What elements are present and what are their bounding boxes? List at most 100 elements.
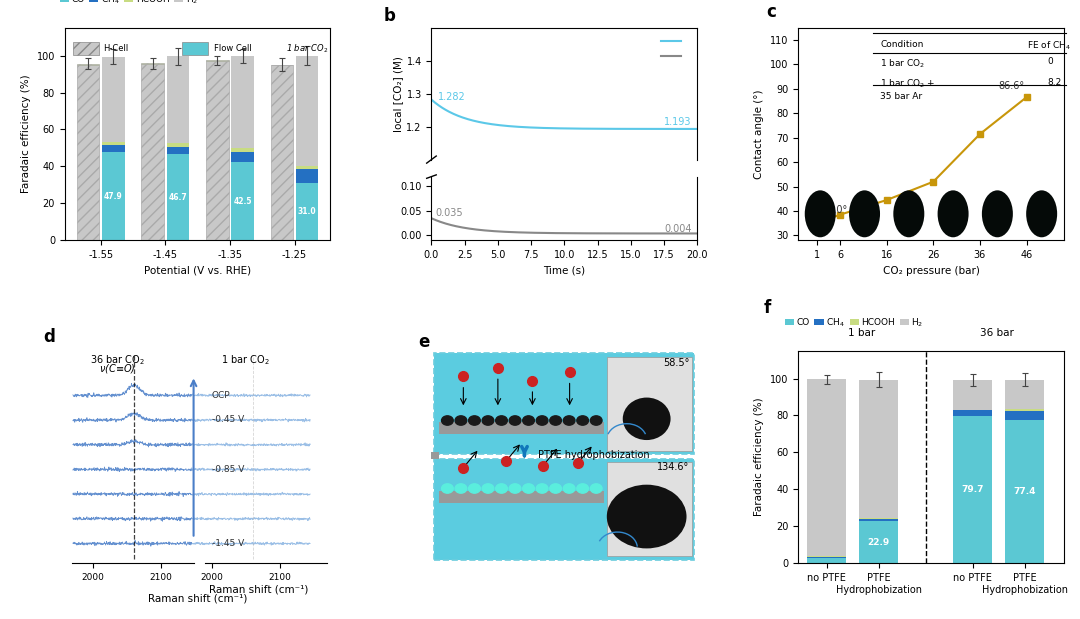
- Text: e: e: [418, 332, 430, 350]
- Circle shape: [469, 484, 481, 493]
- Circle shape: [550, 484, 562, 493]
- Bar: [231, 56, 254, 149]
- Text: 0.035: 0.035: [435, 209, 463, 219]
- Y-axis label: Faradaic efficiency (%): Faradaic efficiency (%): [755, 398, 765, 516]
- Text: 1 bar CO$_2$: 1 bar CO$_2$: [221, 353, 270, 367]
- Bar: [807, 556, 847, 557]
- Circle shape: [537, 416, 548, 425]
- Text: 31.0: 31.0: [298, 207, 316, 216]
- Text: 46.7: 46.7: [168, 193, 187, 202]
- Text: 36 bar CO$_2$: 36 bar CO$_2$: [90, 353, 145, 367]
- Bar: [206, 60, 229, 61]
- Bar: [607, 357, 692, 451]
- Circle shape: [482, 416, 494, 425]
- Circle shape: [469, 416, 481, 425]
- Circle shape: [537, 484, 548, 493]
- Text: 0.004: 0.004: [664, 223, 691, 233]
- Text: Raman shift (cm⁻¹): Raman shift (cm⁻¹): [210, 584, 309, 594]
- Circle shape: [523, 484, 535, 493]
- Bar: [166, 147, 189, 154]
- Circle shape: [455, 416, 467, 425]
- Bar: [271, 66, 294, 240]
- Bar: [807, 557, 847, 558]
- Circle shape: [523, 416, 535, 425]
- Bar: [860, 519, 899, 521]
- Bar: [440, 422, 604, 434]
- Bar: [141, 63, 164, 64]
- Y-axis label: local [CO₂] (M): local [CO₂] (M): [393, 56, 404, 132]
- Bar: [77, 65, 99, 240]
- Circle shape: [564, 484, 575, 493]
- Bar: [807, 558, 847, 563]
- Bar: [166, 144, 189, 147]
- X-axis label: Time (s): Time (s): [543, 266, 585, 275]
- Text: Flow Cell: Flow Cell: [214, 44, 252, 53]
- Bar: [1005, 409, 1044, 411]
- Bar: [231, 152, 254, 162]
- Text: Condition: Condition: [880, 40, 923, 48]
- Bar: [166, 154, 189, 240]
- X-axis label: CO₂ pressure (bar): CO₂ pressure (bar): [882, 266, 980, 275]
- Text: -0.45 V: -0.45 V: [212, 415, 244, 425]
- Bar: [181, 41, 208, 56]
- Bar: [72, 41, 99, 56]
- Circle shape: [591, 484, 602, 493]
- Text: 1.282: 1.282: [438, 92, 465, 102]
- Legend: CO, CH$_4$, HCOOH, H$_2$: CO, CH$_4$, HCOOH, H$_2$: [781, 313, 927, 332]
- Text: 1.193: 1.193: [664, 117, 691, 127]
- Text: 79.7: 79.7: [961, 485, 984, 494]
- Circle shape: [607, 485, 687, 548]
- Text: b: b: [383, 7, 395, 25]
- Circle shape: [442, 484, 454, 493]
- Bar: [231, 149, 254, 152]
- Bar: [141, 64, 164, 240]
- Ellipse shape: [937, 190, 969, 237]
- Text: 8.2: 8.2: [1048, 79, 1062, 87]
- Text: 47.9: 47.9: [104, 191, 123, 201]
- Circle shape: [455, 484, 467, 493]
- FancyBboxPatch shape: [434, 353, 694, 454]
- Text: 36 bar: 36 bar: [981, 328, 1014, 338]
- Ellipse shape: [623, 397, 671, 440]
- Text: PTFE hydrophobization: PTFE hydrophobization: [538, 449, 649, 459]
- Text: c: c: [766, 3, 777, 21]
- Text: 58.5°: 58.5°: [663, 358, 689, 368]
- Bar: [860, 518, 899, 519]
- Bar: [860, 379, 899, 518]
- Bar: [1005, 411, 1044, 420]
- Bar: [166, 56, 189, 144]
- Text: 0: 0: [1048, 58, 1054, 66]
- Ellipse shape: [849, 190, 880, 237]
- Bar: [296, 183, 319, 240]
- Text: 86.6°: 86.6°: [999, 81, 1025, 91]
- Circle shape: [577, 484, 589, 493]
- Bar: [103, 152, 124, 240]
- Circle shape: [591, 416, 602, 425]
- Text: H-Cell: H-Cell: [104, 44, 129, 53]
- Text: 1 bar CO$_2$ +
35 bar Ar: 1 bar CO$_2$ + 35 bar Ar: [880, 77, 936, 101]
- Bar: [607, 462, 692, 556]
- Circle shape: [564, 416, 575, 425]
- Bar: [953, 410, 993, 416]
- Bar: [103, 57, 124, 142]
- Circle shape: [509, 416, 521, 425]
- Bar: [860, 521, 899, 563]
- Text: -1.45 V: -1.45 V: [212, 539, 244, 548]
- Text: OCP: OCP: [212, 391, 230, 400]
- Ellipse shape: [982, 190, 1013, 237]
- Circle shape: [496, 484, 508, 493]
- Text: FE of CH$_4$: FE of CH$_4$: [1027, 40, 1070, 52]
- Text: 35.0°: 35.0°: [822, 206, 848, 215]
- Text: 77.4: 77.4: [1013, 487, 1036, 496]
- Legend: CO, CH$_4$, HCOOH, H$_2$: CO, CH$_4$, HCOOH, H$_2$: [56, 0, 202, 10]
- Bar: [77, 64, 99, 65]
- Bar: [440, 491, 604, 503]
- Ellipse shape: [893, 190, 924, 237]
- Bar: [231, 162, 254, 240]
- Circle shape: [550, 416, 562, 425]
- Text: 1 bar CO$_2$: 1 bar CO$_2$: [285, 42, 328, 54]
- Bar: [296, 56, 319, 167]
- Bar: [1005, 420, 1044, 563]
- Text: 1 bar: 1 bar: [848, 328, 876, 338]
- Circle shape: [442, 416, 454, 425]
